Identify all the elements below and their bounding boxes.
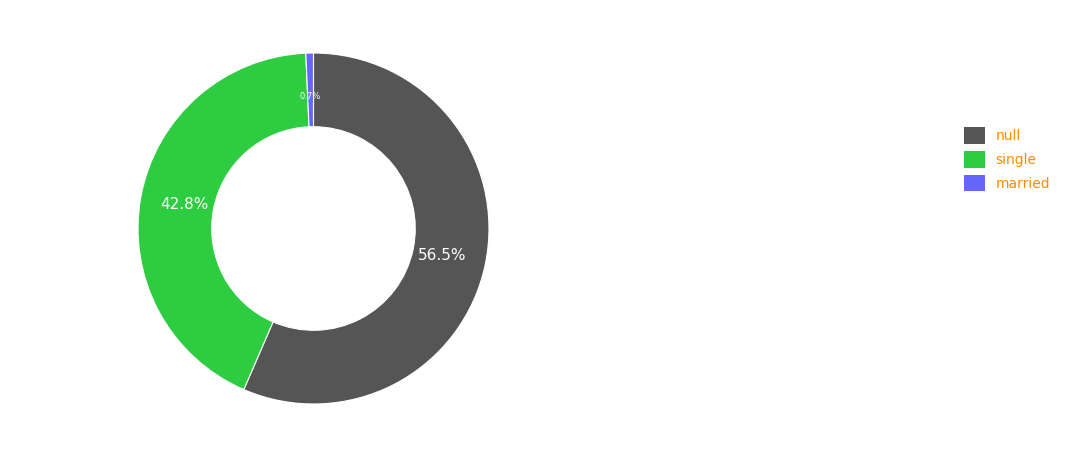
Text: 56.5%: 56.5% xyxy=(418,248,467,263)
Wedge shape xyxy=(138,53,309,389)
Wedge shape xyxy=(244,53,489,404)
Text: 0.7%: 0.7% xyxy=(299,92,321,101)
Legend: null, single, married: null, single, married xyxy=(958,121,1056,197)
Wedge shape xyxy=(306,53,313,127)
Text: 42.8%: 42.8% xyxy=(160,197,209,212)
